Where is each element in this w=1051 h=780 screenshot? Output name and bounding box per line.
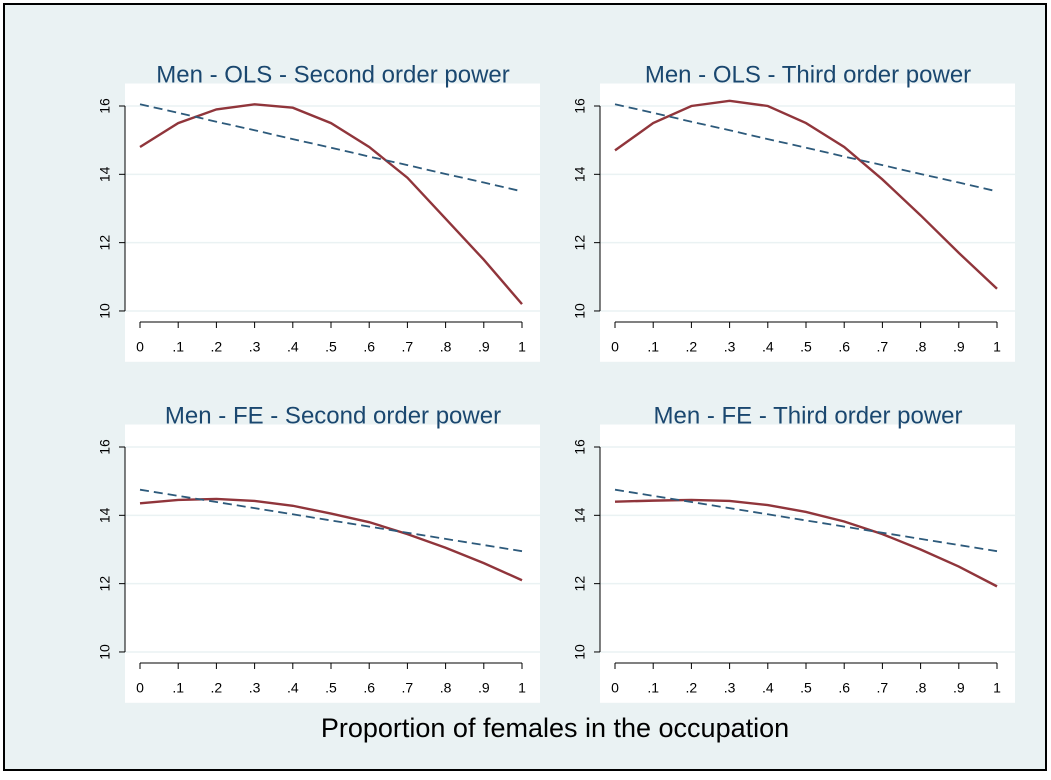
plot-background — [125, 424, 540, 703]
y-tick-label: 16 — [97, 98, 113, 114]
y-tick-label: 14 — [97, 507, 113, 523]
plot-background — [125, 83, 540, 362]
chart-title: Men - OLS - Third order power — [645, 61, 971, 88]
x-tick-label: .2 — [211, 680, 223, 696]
x-tick-label: .7 — [402, 339, 414, 355]
x-tick-label: .2 — [686, 339, 698, 355]
x-tick-label: .6 — [363, 339, 375, 355]
y-tick-label: 16 — [572, 98, 588, 114]
y-tick-label: 10 — [572, 644, 588, 660]
chart-title: Men - OLS - Second order power — [156, 61, 510, 88]
x-tick-label: .7 — [877, 680, 889, 696]
line-series — [139, 103, 523, 193]
x-tick-label: 1 — [518, 680, 526, 696]
x-tick-label: .5 — [325, 339, 337, 355]
x-tick-label: .9 — [478, 680, 490, 696]
x-tick-label: .3 — [249, 680, 261, 696]
plot-background — [600, 424, 1015, 703]
x-tick-label: .5 — [800, 339, 812, 355]
x-tick-label: .9 — [478, 339, 490, 355]
y-tick-label: 14 — [572, 166, 588, 182]
chart-title: Men - FE - Second order power — [165, 402, 501, 429]
x-tick-label: .5 — [325, 680, 337, 696]
x-tick-label: .8 — [915, 339, 927, 355]
y-tick-label: 16 — [572, 439, 588, 455]
y-tick-label: 12 — [572, 235, 588, 251]
x-tick-label: .7 — [877, 339, 889, 355]
x-tick-label: 0 — [611, 339, 619, 355]
x-tick-label: .2 — [211, 339, 223, 355]
x-tick-label: .4 — [287, 339, 299, 355]
x-tick-label: .7 — [402, 680, 414, 696]
x-tick-label: .3 — [724, 680, 736, 696]
x-tick-label: .2 — [686, 680, 698, 696]
y-tick-label: 12 — [572, 576, 588, 592]
x-tick-label: .1 — [647, 339, 659, 355]
y-tick-label: 10 — [97, 644, 113, 660]
x-tick-label: .3 — [724, 339, 736, 355]
x-tick-label: .4 — [287, 680, 299, 696]
x-tick-label: 0 — [136, 680, 144, 696]
x-tick-label: .1 — [647, 680, 659, 696]
x-tick-label: .8 — [440, 339, 452, 355]
x-tick-label: .9 — [953, 680, 965, 696]
line-series — [139, 488, 523, 553]
x-tick-label: 1 — [993, 680, 1001, 696]
x-tick-label: .4 — [762, 680, 774, 696]
x-tick-label: .8 — [915, 680, 927, 696]
x-tick-label: 0 — [136, 339, 144, 355]
x-tick-label: 1 — [518, 339, 526, 355]
plot-background — [600, 83, 1015, 362]
line-series — [614, 488, 998, 553]
x-axis-title: Proportion of females in the occupation — [321, 713, 789, 743]
x-tick-label: .1 — [172, 339, 184, 355]
x-tick-label: .5 — [800, 680, 812, 696]
x-tick-label: .4 — [762, 339, 774, 355]
chart-title: Men - FE - Third order power — [654, 402, 963, 429]
x-tick-label: 1 — [993, 339, 1001, 355]
x-tick-label: .3 — [249, 339, 261, 355]
line-series — [614, 103, 998, 193]
x-tick-label: 0 — [611, 680, 619, 696]
line-series — [614, 99, 998, 290]
x-tick-label: .1 — [172, 680, 184, 696]
x-tick-label: .9 — [953, 339, 965, 355]
line-series — [139, 103, 523, 305]
y-tick-label: 12 — [97, 235, 113, 251]
y-tick-label: 14 — [97, 166, 113, 182]
y-tick-label: 16 — [97, 439, 113, 455]
y-tick-label: 10 — [572, 303, 588, 319]
x-tick-label: .6 — [363, 680, 375, 696]
x-tick-label: .6 — [838, 680, 850, 696]
y-tick-label: 14 — [572, 507, 588, 523]
y-tick-label: 10 — [97, 303, 113, 319]
x-tick-label: .6 — [838, 339, 850, 355]
y-tick-label: 12 — [97, 576, 113, 592]
x-tick-label: .8 — [440, 680, 452, 696]
